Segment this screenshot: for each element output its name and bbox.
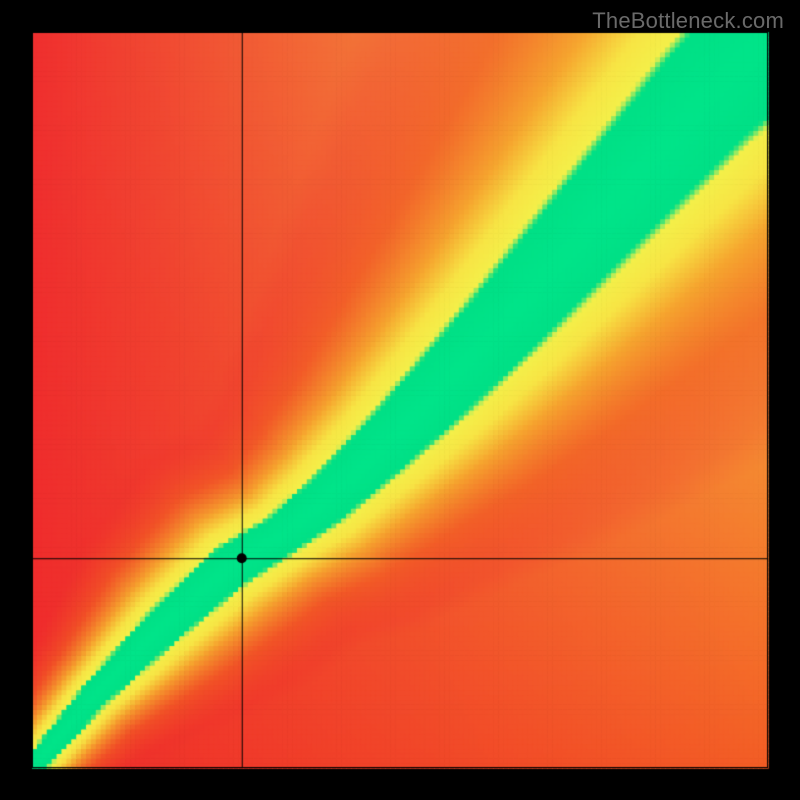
bottleneck-heatmap-canvas [0, 0, 800, 800]
watermark-text: TheBottleneck.com [592, 8, 784, 34]
chart-frame: TheBottleneck.com [0, 0, 800, 800]
